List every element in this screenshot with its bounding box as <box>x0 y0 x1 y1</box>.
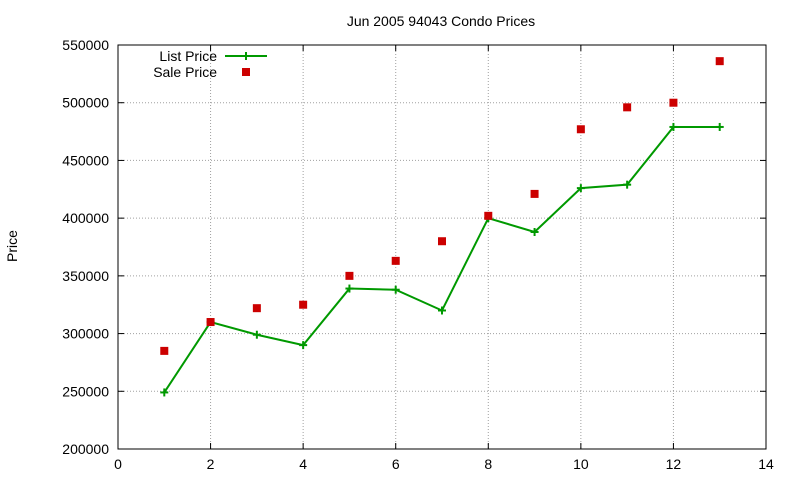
sale-price-point <box>391 256 400 265</box>
axes: 0 2 4 6 8 10 12 14 200000 250000 300000 350000 40000… <box>62 37 774 472</box>
legend-square-marker <box>242 68 250 76</box>
x-tick-label: 12 <box>666 456 682 472</box>
legend-plus-marker <box>242 52 250 60</box>
legend-label: List Price <box>159 48 217 64</box>
sale-price-point <box>299 300 308 309</box>
sale-price-point <box>345 271 354 280</box>
list-price-point <box>669 122 678 131</box>
x-tick-label: 2 <box>207 456 215 472</box>
y-tick-label: 500000 <box>62 95 109 111</box>
list-price-point <box>160 388 169 397</box>
plot-border <box>117 44 767 450</box>
y-tick-label: 250000 <box>62 383 109 399</box>
data-series <box>160 57 724 397</box>
sale-price-point <box>623 103 632 112</box>
y-tick-label: 350000 <box>62 268 109 284</box>
list-price-point <box>715 122 724 131</box>
y-tick-label: 550000 <box>62 37 109 53</box>
x-tick-label: 14 <box>758 456 774 472</box>
x-tick-label: 8 <box>484 456 492 472</box>
sale-price-point <box>484 211 493 220</box>
sale-price-point <box>206 318 215 327</box>
legend-label: Sale Price <box>153 64 217 80</box>
x-tick-label: 6 <box>392 456 400 472</box>
chart-title: Jun 2005 94043 Condo Prices <box>347 13 535 29</box>
x-tick-label: 0 <box>114 456 122 472</box>
sale-price-point <box>160 346 169 355</box>
x-tick-label: 10 <box>573 456 589 472</box>
list-price-point <box>345 284 354 293</box>
gridlines <box>118 45 766 449</box>
x-tick-label: 4 <box>299 456 307 472</box>
y-tick-label: 300000 <box>62 326 109 342</box>
list-price-point <box>576 184 585 193</box>
list-price-point <box>391 285 400 294</box>
y-tick-label: 400000 <box>62 210 109 226</box>
list-price-line <box>163 125 720 393</box>
sale-price-point <box>576 125 585 134</box>
sale-price-point <box>715 57 724 66</box>
list-price-point <box>252 330 261 339</box>
y-axis-label: Price <box>4 230 20 262</box>
sale-price-point <box>530 189 539 198</box>
list-price-point <box>299 341 308 350</box>
list-price-point <box>438 306 446 315</box>
sale-price-point <box>252 304 261 313</box>
y-tick-label: 200000 <box>62 441 109 457</box>
sale-price-point <box>669 98 678 107</box>
sale-price-point <box>438 237 446 246</box>
list-price-point <box>623 180 632 189</box>
y-tick-label: 450000 <box>62 152 109 168</box>
list-price-point <box>530 227 539 236</box>
